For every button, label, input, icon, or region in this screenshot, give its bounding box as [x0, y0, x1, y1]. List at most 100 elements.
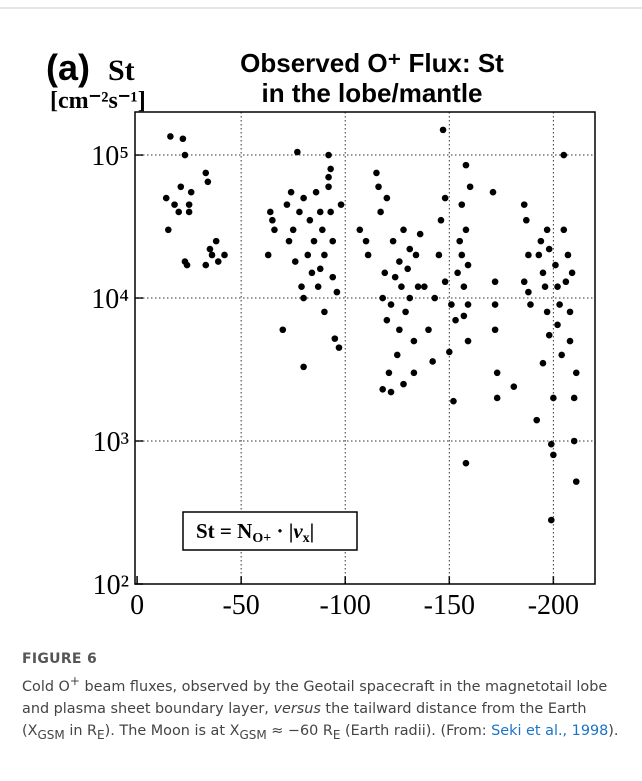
- y-tick-label: 10³: [93, 427, 129, 458]
- point: [554, 321, 561, 329]
- point: [208, 251, 216, 259]
- point: [429, 358, 436, 365]
- point: [321, 251, 328, 259]
- point: [462, 161, 470, 169]
- point: [291, 258, 299, 265]
- point: [175, 208, 183, 216]
- point: [441, 194, 449, 202]
- point: [312, 188, 320, 196]
- point: [181, 151, 189, 159]
- point: [510, 383, 518, 390]
- point: [300, 194, 307, 202]
- chart-subtitle: in the lobe/mantle: [261, 78, 482, 108]
- point: [410, 369, 418, 377]
- point: [493, 369, 501, 377]
- reference-link[interactable]: Seki et al., 1998: [491, 722, 609, 739]
- point: [325, 183, 332, 191]
- point: [269, 216, 276, 224]
- point: [550, 394, 557, 402]
- point: [527, 301, 534, 308]
- point: [552, 261, 559, 269]
- point: [298, 283, 305, 291]
- point: [570, 394, 578, 402]
- point: [566, 308, 574, 316]
- point: [335, 344, 343, 351]
- y-tick-label: 10⁴: [91, 284, 129, 315]
- figure: (a) St [cm⁻²s⁻¹] Observed O⁺ Flux: St in…: [0, 7, 642, 621]
- point: [554, 283, 561, 291]
- point: [387, 301, 395, 308]
- point: [310, 237, 318, 245]
- point: [167, 133, 174, 140]
- point: [547, 516, 555, 524]
- point: [379, 294, 386, 302]
- caption: FIGURE 6 Cold O+ beam fluxes, observed b…: [22, 648, 622, 746]
- point: [404, 265, 411, 273]
- point: [402, 308, 409, 316]
- point: [560, 151, 568, 159]
- point: [491, 301, 499, 308]
- point: [333, 288, 341, 296]
- point: [221, 251, 228, 259]
- point: [537, 237, 545, 245]
- y-tick-label: 10⁵: [91, 141, 129, 172]
- point: [462, 459, 470, 467]
- point: [162, 194, 170, 202]
- point: [377, 208, 384, 216]
- point: [535, 251, 543, 259]
- point: [185, 208, 193, 216]
- point: [396, 258, 403, 265]
- point: [308, 269, 316, 277]
- x-tick-label: -150: [424, 590, 475, 621]
- point: [289, 226, 297, 234]
- x-tick-label: 0: [130, 590, 144, 621]
- point: [204, 178, 212, 186]
- point: [412, 251, 420, 259]
- point: [214, 258, 222, 265]
- point: [460, 283, 468, 291]
- point: [435, 251, 443, 259]
- x-tick-label: -100: [320, 590, 371, 621]
- point: [572, 478, 580, 485]
- point: [564, 251, 572, 259]
- point: [539, 359, 547, 367]
- caption-text: Cold O+ beam fluxes, observed by the Geo…: [22, 674, 619, 742]
- point: [533, 416, 541, 424]
- x-tick-label: -50: [222, 590, 259, 621]
- point: [441, 278, 449, 286]
- point: [450, 397, 457, 405]
- point: [410, 337, 418, 345]
- plot-frame: [134, 111, 596, 585]
- point: [264, 251, 272, 259]
- point: [279, 326, 287, 334]
- point: [356, 226, 364, 234]
- point: [187, 188, 195, 196]
- point: [327, 165, 334, 173]
- point: [439, 126, 447, 134]
- point: [448, 301, 455, 308]
- point: [458, 251, 466, 259]
- quantity: St: [108, 54, 135, 87]
- point: [445, 348, 453, 356]
- point: [383, 194, 391, 202]
- point: [520, 278, 528, 286]
- point: [454, 269, 461, 277]
- point: [183, 261, 191, 269]
- point: [464, 261, 472, 269]
- point: [325, 151, 332, 159]
- point: [539, 269, 547, 277]
- point: [271, 226, 278, 234]
- point: [179, 135, 187, 143]
- point: [387, 388, 395, 396]
- point: [456, 237, 464, 245]
- point: [304, 251, 312, 259]
- formula-box: [182, 511, 358, 551]
- point: [373, 169, 380, 177]
- point: [489, 188, 497, 196]
- point: [316, 265, 324, 273]
- point: [491, 278, 499, 286]
- point: [364, 251, 372, 259]
- point: [385, 369, 393, 377]
- point: [396, 326, 403, 334]
